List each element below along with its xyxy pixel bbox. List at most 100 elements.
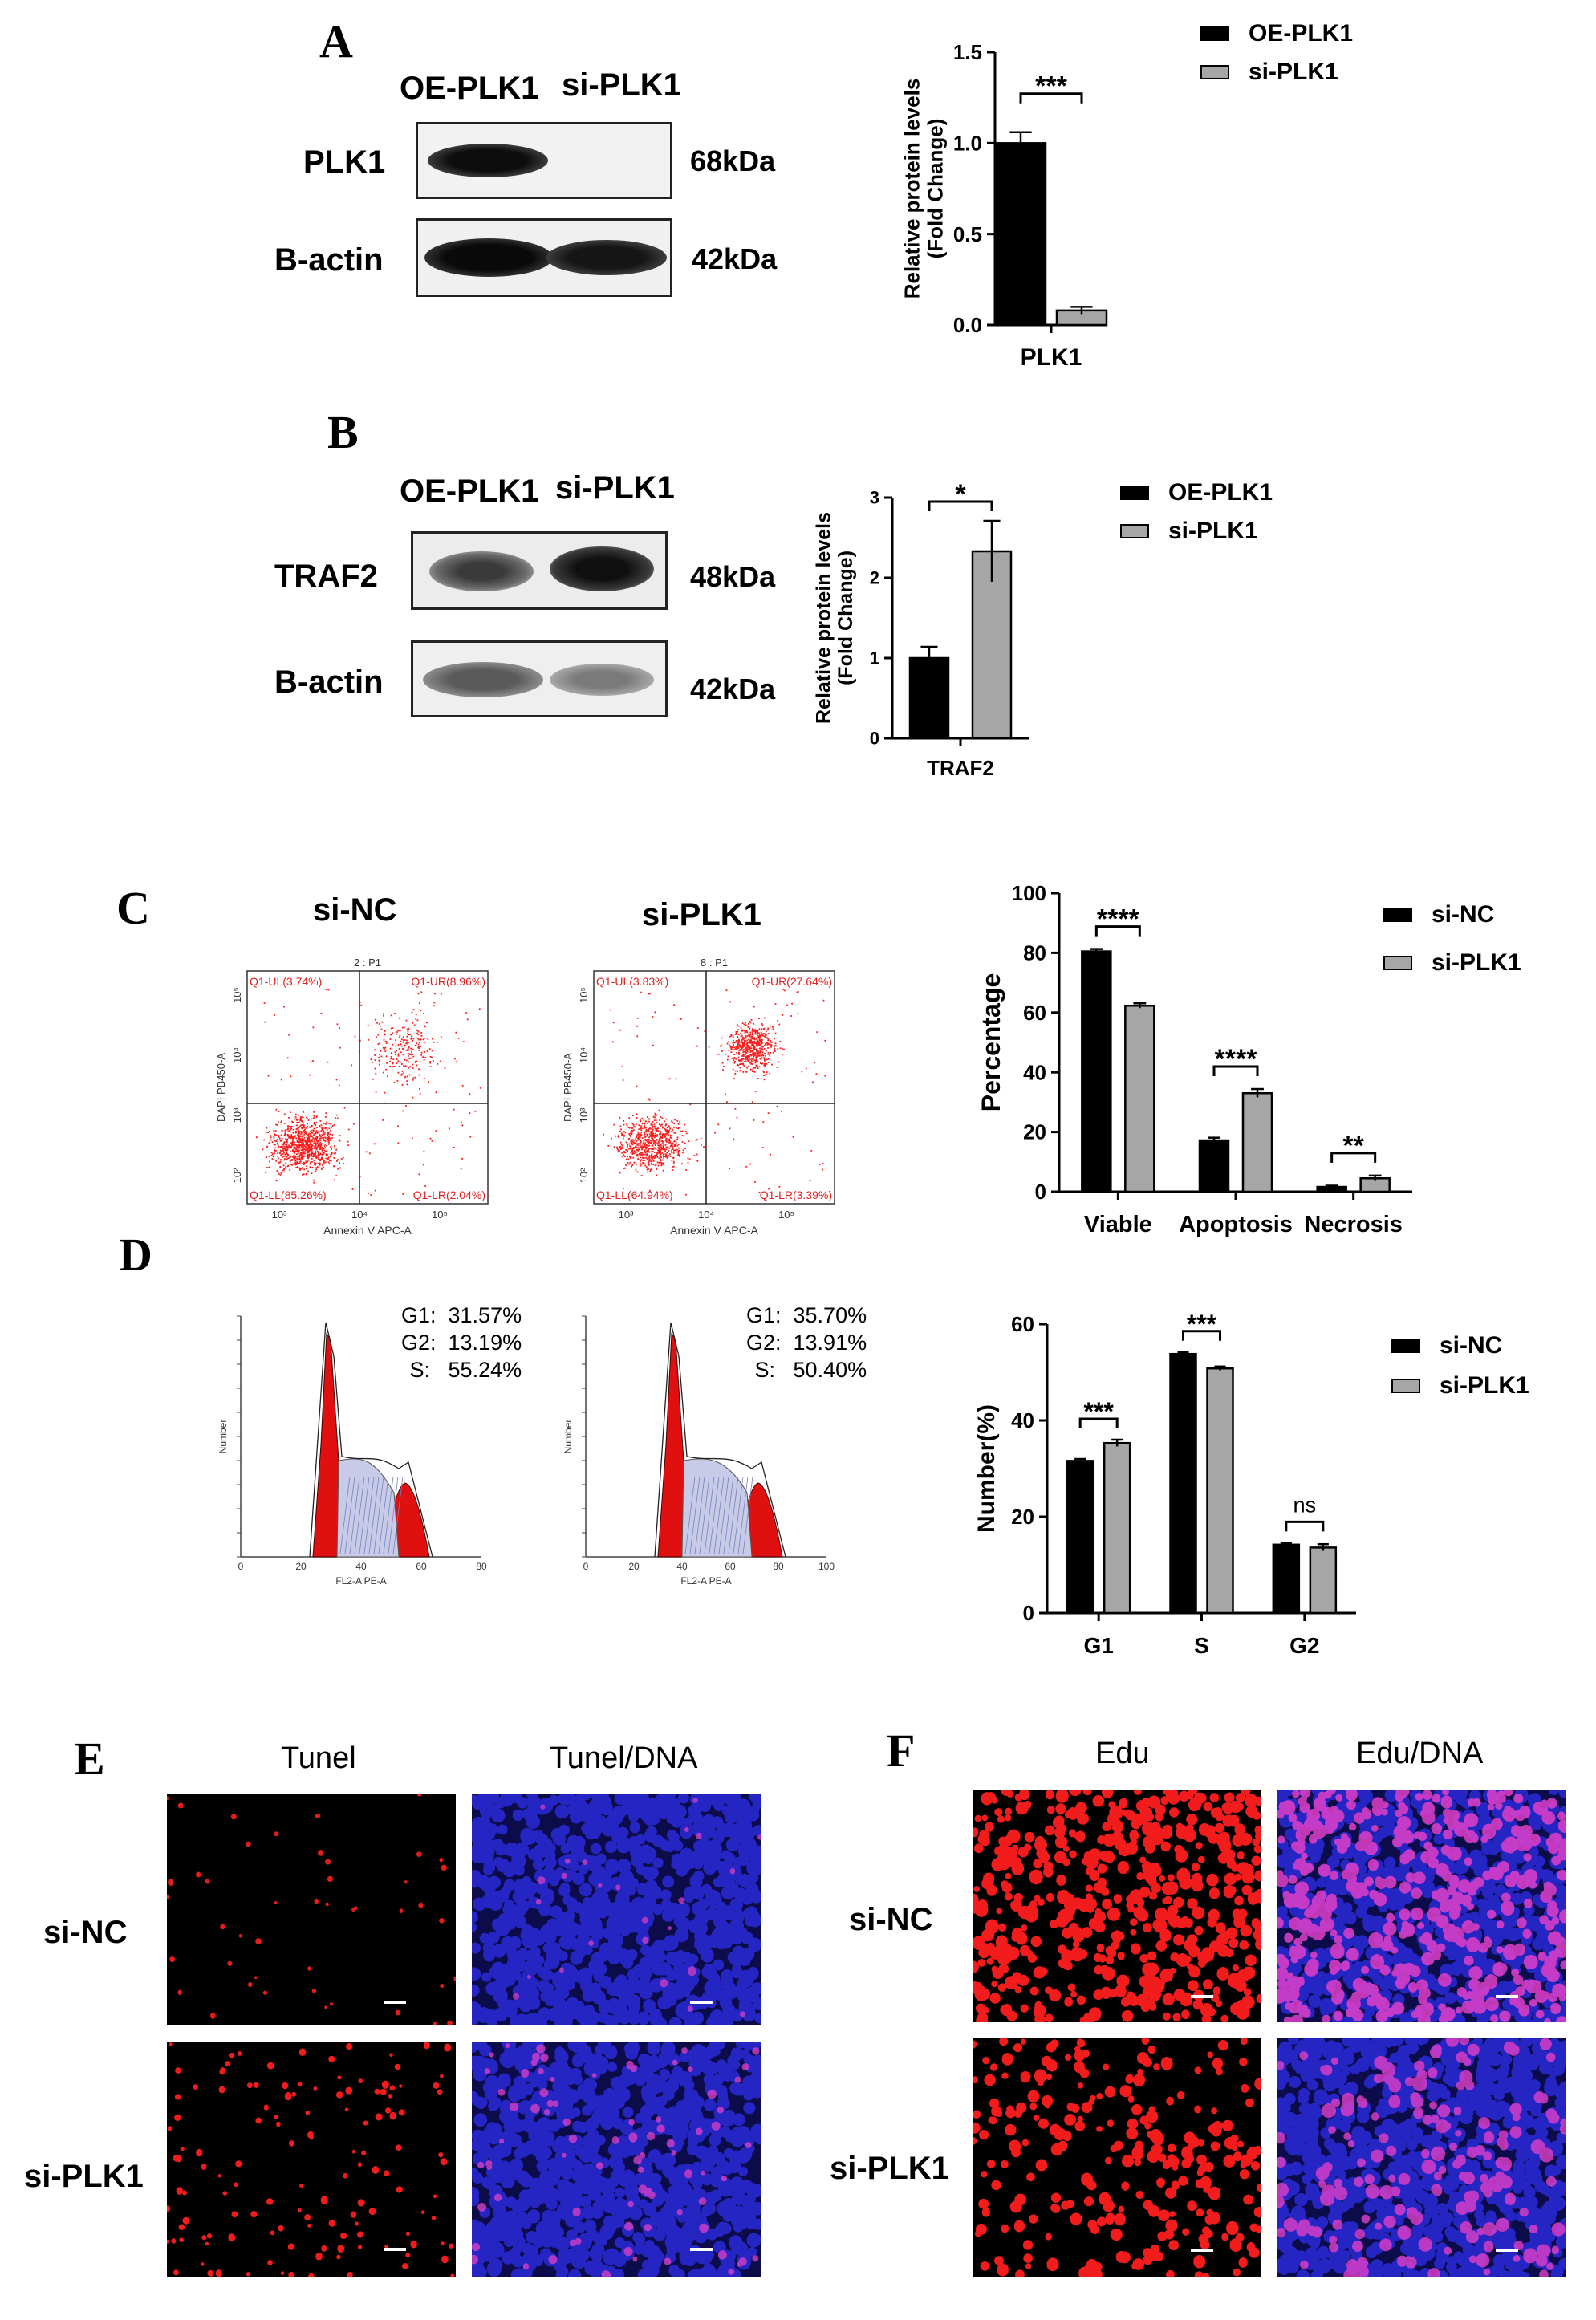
legend-d: si-NC si-PLK1: [1391, 1326, 1529, 1406]
y-tick-label: 0: [1035, 1180, 1046, 1204]
micrograph-tunel-si-plk1: [167, 2042, 456, 2277]
micrograph-edu-si-nc: [973, 1790, 1261, 2022]
kda-label-b-actin: 42kDa: [692, 242, 778, 275]
image-background: [167, 2042, 456, 2277]
legend-label: si-PLK1: [1432, 949, 1521, 976]
x-axis-label: FL2-A PE-A: [335, 1575, 386, 1587]
x-tick-label: 0: [238, 1561, 244, 1572]
dna-nuclei: [472, 2042, 761, 2277]
chart-c-percentage: 0 20 40 60 80 100 Percentage Viable **** Apoptosi…: [977, 881, 1412, 1237]
scale-bar: [690, 2248, 713, 2251]
scale-bar: [1496, 1995, 1518, 1998]
y-tick-label: 1: [870, 648, 879, 668]
s-phase-hatch: [704, 1476, 715, 1554]
panel-label-c: C: [116, 882, 150, 934]
s-phase-region: [681, 1458, 753, 1558]
lane-label-si-plk1: si-PLK1: [555, 470, 675, 506]
legend-swatch-black: [1120, 486, 1149, 500]
s-phase-hatch: [344, 1476, 355, 1554]
y-tick-label: 2: [870, 568, 879, 588]
quadrant-label-ll: Q1-LL(64.94%): [596, 1188, 673, 1201]
dna-nuclei: [1277, 2038, 1566, 2277]
row-label-si-nc: si-NC: [849, 1902, 933, 1937]
kda-label-plk1: 68kDa: [690, 144, 776, 177]
y-axis-label: Number(%): [973, 1404, 1000, 1533]
panel-label-a: A: [319, 15, 353, 67]
col-label-edu-dna: Edu/DNA: [1356, 1737, 1484, 1770]
y-tick-label: 60: [1023, 1001, 1046, 1025]
y-tick-label: 10²: [578, 1168, 590, 1183]
legend-item-si-plk1: si-PLK1: [1383, 939, 1521, 987]
legend-item-si-nc: si-NC: [1391, 1326, 1529, 1366]
fit-curve: [309, 1322, 433, 1558]
quadrant-label-lr: Q1-LR(2.04%): [413, 1188, 485, 1201]
panel-label-d: D: [119, 1229, 152, 1281]
row-label-si-nc: si-NC: [43, 1915, 128, 1950]
y-axis-label: Percentage: [977, 973, 1005, 1112]
kda-label-b-actin: 42kDa: [690, 672, 776, 705]
quadrant-label-ur: Q1-UR(27.64%): [752, 975, 832, 988]
row-label-si-plk1: si-PLK1: [24, 2159, 144, 2194]
s-phase-hatch: [723, 1476, 734, 1554]
x-tick-label: PLK1: [1021, 344, 1082, 371]
y-axis-label: Relative protein levels(Fold Change): [900, 79, 948, 299]
bar-si-nc: [1272, 1543, 1301, 1615]
legend-item-oe-plk1: OE-PLK1: [1120, 473, 1273, 512]
western-blot-b-actin-a: [416, 218, 672, 297]
y-tick-label: 0: [870, 729, 879, 749]
significance-bracket: [1078, 1417, 1119, 1428]
cell-cycle-stats-si-plk1: G1: 35.70% G2: 13.91% S: 50.40%: [746, 1303, 867, 1382]
scale-bar: [1496, 2249, 1518, 2252]
bar-si-nc: [1198, 1139, 1230, 1193]
s-phase-hatch: [694, 1476, 705, 1554]
quadrant-label-ul: Q1-UL(3.83%): [596, 975, 668, 988]
dna-nuclei: [472, 1794, 761, 2025]
s-phase-hatch: [709, 1476, 720, 1554]
flow-title-si-nc: si-NC: [313, 892, 397, 928]
dna-nuclei: [1277, 1790, 1566, 2022]
y-tick-label: 3: [870, 488, 879, 508]
significance-bracket: [1182, 1330, 1221, 1341]
micrograph-tunel-si-nc: [167, 1794, 456, 2025]
significance-bracket: [928, 500, 993, 511]
s-phase-hatch: [733, 1476, 744, 1554]
plot-frame: [246, 970, 489, 1205]
s-phase-hatch: [339, 1476, 351, 1554]
s-phase-hatch: [383, 1476, 394, 1554]
fit-curve: [654, 1322, 786, 1558]
legend-label: si-PLK1: [1440, 1372, 1529, 1399]
x-tick-label: 80: [476, 1561, 487, 1572]
cell-cycle-histogram-si-plk1: 0 20 40 60 80 100 FL2-A PE-A Number: [562, 1315, 835, 1587]
s-phase-hatch: [742, 1476, 753, 1554]
y-tick-label: 0.0: [953, 313, 982, 337]
bar-si-plk1: [1103, 1441, 1131, 1615]
flow-events: [256, 989, 481, 1196]
s-phase-hatch: [737, 1476, 749, 1554]
bar-si-plk1: [1309, 1546, 1338, 1615]
scale-bar: [1191, 2249, 1213, 2252]
legend-swatch-black: [1391, 1339, 1420, 1353]
y-tick-label: 1.0: [953, 131, 982, 155]
s-phase-hatch: [392, 1476, 404, 1554]
x-tick-label: 20: [628, 1561, 640, 1572]
y-axis-label: Relative protein levels(Fold Change): [812, 512, 857, 724]
quadrant-label-ll: Q1-LL(85.26%): [250, 1188, 327, 1201]
legend-b: OE-PLK1 si-PLK1: [1120, 473, 1273, 551]
flow-cytometry-plot-si-plk1: Q1-UL(3.83%) Q1-UR(27.64%) Q1-LL(64.94%) Q1…: [562, 957, 835, 1237]
legend-c: si-NC si-PLK1: [1383, 891, 1521, 987]
cell-cycle-histogram-si-nc: 0 20 40 60 80 FL2-A PE-A Number: [217, 1315, 487, 1587]
y-axis-label: Number: [562, 1420, 574, 1454]
bar-si-plk1: [1124, 1004, 1155, 1193]
x-tick-label: 20: [295, 1561, 307, 1572]
significance-bracket: [1285, 1520, 1325, 1532]
legend-swatch-gray: [1200, 65, 1229, 79]
s-phase-hatch: [699, 1476, 710, 1554]
x-axis-label: Annexin V APC-A: [323, 1224, 412, 1237]
significance-bracket: [1212, 1065, 1259, 1077]
flow-title-si-plk1: si-PLK1: [642, 897, 761, 932]
s-phase-hatch: [359, 1476, 370, 1554]
legend-swatch-black: [1200, 26, 1229, 41]
legend-item-si-plk1: si-PLK1: [1200, 53, 1353, 91]
x-tick-label: Apoptosis: [1179, 1212, 1293, 1237]
